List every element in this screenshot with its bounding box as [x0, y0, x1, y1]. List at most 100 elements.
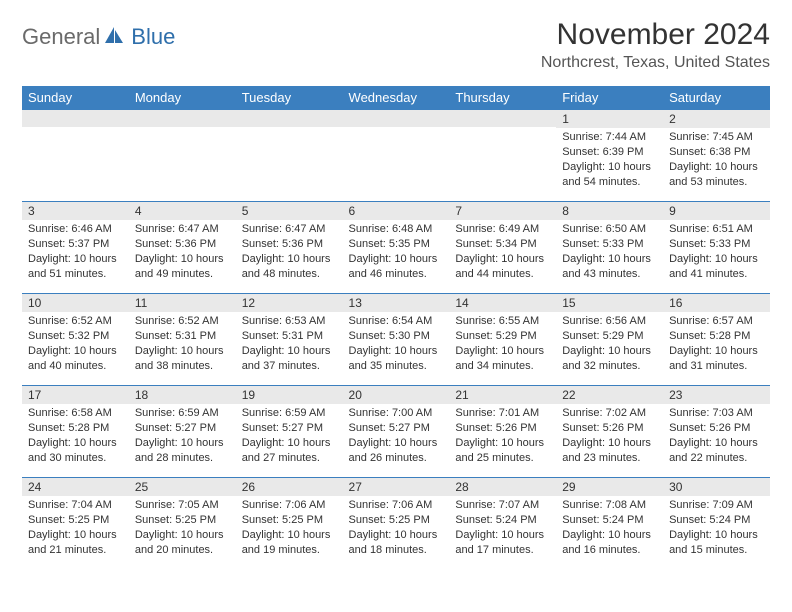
calendar-day-cell: 1Sunrise: 7:44 AMSunset: 6:39 PMDaylight… — [556, 109, 663, 201]
weekday-header-row: SundayMondayTuesdayWednesdayThursdayFrid… — [22, 86, 770, 109]
calendar-day-cell — [129, 109, 236, 201]
day-number: 12 — [236, 293, 343, 312]
calendar-day-cell: 2Sunrise: 7:45 AMSunset: 6:38 PMDaylight… — [663, 109, 770, 201]
calendar-day-cell: 4Sunrise: 6:47 AMSunset: 5:36 PMDaylight… — [129, 201, 236, 293]
day-number: 19 — [236, 385, 343, 404]
day-number: 15 — [556, 293, 663, 312]
day-info: Sunrise: 7:45 AMSunset: 6:38 PMDaylight:… — [663, 128, 770, 193]
calendar-day-cell — [343, 109, 450, 201]
day-number: 8 — [556, 201, 663, 220]
day-info: Sunrise: 6:56 AMSunset: 5:29 PMDaylight:… — [556, 312, 663, 377]
calendar-day-cell: 8Sunrise: 6:50 AMSunset: 5:33 PMDaylight… — [556, 201, 663, 293]
brand-part2: Blue — [131, 24, 175, 50]
day-number: 28 — [449, 477, 556, 496]
day-number: 1 — [556, 109, 663, 128]
day-number: 21 — [449, 385, 556, 404]
day-number: 7 — [449, 201, 556, 220]
calendar-day-cell: 23Sunrise: 7:03 AMSunset: 5:26 PMDayligh… — [663, 385, 770, 477]
empty-day-header — [236, 109, 343, 127]
calendar-week-row: 3Sunrise: 6:46 AMSunset: 5:37 PMDaylight… — [22, 201, 770, 293]
day-number: 14 — [449, 293, 556, 312]
calendar-day-cell — [449, 109, 556, 201]
calendar-day-cell: 24Sunrise: 7:04 AMSunset: 5:25 PMDayligh… — [22, 477, 129, 569]
calendar-day-cell — [236, 109, 343, 201]
day-info: Sunrise: 6:51 AMSunset: 5:33 PMDaylight:… — [663, 220, 770, 285]
calendar-day-cell: 7Sunrise: 6:49 AMSunset: 5:34 PMDaylight… — [449, 201, 556, 293]
calendar-day-cell: 5Sunrise: 6:47 AMSunset: 5:36 PMDaylight… — [236, 201, 343, 293]
day-info: Sunrise: 6:54 AMSunset: 5:30 PMDaylight:… — [343, 312, 450, 377]
day-info: Sunrise: 7:05 AMSunset: 5:25 PMDaylight:… — [129, 496, 236, 561]
day-info: Sunrise: 7:04 AMSunset: 5:25 PMDaylight:… — [22, 496, 129, 561]
day-number: 6 — [343, 201, 450, 220]
calendar-day-cell: 17Sunrise: 6:58 AMSunset: 5:28 PMDayligh… — [22, 385, 129, 477]
calendar-week-row: 1Sunrise: 7:44 AMSunset: 6:39 PMDaylight… — [22, 109, 770, 201]
empty-day-header — [343, 109, 450, 127]
day-number: 13 — [343, 293, 450, 312]
calendar-day-cell: 27Sunrise: 7:06 AMSunset: 5:25 PMDayligh… — [343, 477, 450, 569]
day-info: Sunrise: 6:52 AMSunset: 5:31 PMDaylight:… — [129, 312, 236, 377]
calendar-day-cell: 10Sunrise: 6:52 AMSunset: 5:32 PMDayligh… — [22, 293, 129, 385]
weekday-header: Monday — [129, 86, 236, 109]
calendar-day-cell: 29Sunrise: 7:08 AMSunset: 5:24 PMDayligh… — [556, 477, 663, 569]
calendar-day-cell: 19Sunrise: 6:59 AMSunset: 5:27 PMDayligh… — [236, 385, 343, 477]
day-number: 9 — [663, 201, 770, 220]
calendar-day-cell: 21Sunrise: 7:01 AMSunset: 5:26 PMDayligh… — [449, 385, 556, 477]
day-info: Sunrise: 7:01 AMSunset: 5:26 PMDaylight:… — [449, 404, 556, 469]
day-number: 3 — [22, 201, 129, 220]
weekday-header: Sunday — [22, 86, 129, 109]
day-number: 4 — [129, 201, 236, 220]
calendar-table: SundayMondayTuesdayWednesdayThursdayFrid… — [22, 86, 770, 569]
calendar-week-row: 17Sunrise: 6:58 AMSunset: 5:28 PMDayligh… — [22, 385, 770, 477]
day-number: 17 — [22, 385, 129, 404]
day-number: 18 — [129, 385, 236, 404]
brand-logo: General Blue — [22, 24, 175, 50]
calendar-day-cell: 3Sunrise: 6:46 AMSunset: 5:37 PMDaylight… — [22, 201, 129, 293]
empty-day-header — [129, 109, 236, 127]
day-number: 30 — [663, 477, 770, 496]
weekday-header: Thursday — [449, 86, 556, 109]
title-block: November 2024 Northcrest, Texas, United … — [541, 18, 770, 72]
day-number: 10 — [22, 293, 129, 312]
calendar-day-cell: 20Sunrise: 7:00 AMSunset: 5:27 PMDayligh… — [343, 385, 450, 477]
day-number: 24 — [22, 477, 129, 496]
page-title: November 2024 — [541, 18, 770, 52]
day-info: Sunrise: 7:03 AMSunset: 5:26 PMDaylight:… — [663, 404, 770, 469]
day-info: Sunrise: 6:58 AMSunset: 5:28 PMDaylight:… — [22, 404, 129, 469]
day-info: Sunrise: 6:52 AMSunset: 5:32 PMDaylight:… — [22, 312, 129, 377]
day-info: Sunrise: 6:46 AMSunset: 5:37 PMDaylight:… — [22, 220, 129, 285]
day-info: Sunrise: 6:57 AMSunset: 5:28 PMDaylight:… — [663, 312, 770, 377]
weekday-header: Wednesday — [343, 86, 450, 109]
calendar-day-cell: 14Sunrise: 6:55 AMSunset: 5:29 PMDayligh… — [449, 293, 556, 385]
day-info: Sunrise: 7:00 AMSunset: 5:27 PMDaylight:… — [343, 404, 450, 469]
day-info: Sunrise: 7:44 AMSunset: 6:39 PMDaylight:… — [556, 128, 663, 193]
day-info: Sunrise: 7:02 AMSunset: 5:26 PMDaylight:… — [556, 404, 663, 469]
weekday-header: Friday — [556, 86, 663, 109]
day-number: 26 — [236, 477, 343, 496]
header: General Blue November 2024 Northcrest, T… — [22, 18, 770, 72]
day-info: Sunrise: 6:48 AMSunset: 5:35 PMDaylight:… — [343, 220, 450, 285]
weekday-header: Tuesday — [236, 86, 343, 109]
day-info: Sunrise: 6:50 AMSunset: 5:33 PMDaylight:… — [556, 220, 663, 285]
calendar-day-cell: 12Sunrise: 6:53 AMSunset: 5:31 PMDayligh… — [236, 293, 343, 385]
day-info: Sunrise: 6:59 AMSunset: 5:27 PMDaylight:… — [236, 404, 343, 469]
calendar-day-cell — [22, 109, 129, 201]
day-info: Sunrise: 6:49 AMSunset: 5:34 PMDaylight:… — [449, 220, 556, 285]
calendar-body: 1Sunrise: 7:44 AMSunset: 6:39 PMDaylight… — [22, 109, 770, 569]
sail-icon — [103, 25, 125, 50]
calendar-day-cell: 26Sunrise: 7:06 AMSunset: 5:25 PMDayligh… — [236, 477, 343, 569]
day-info: Sunrise: 7:06 AMSunset: 5:25 PMDaylight:… — [343, 496, 450, 561]
calendar-day-cell: 16Sunrise: 6:57 AMSunset: 5:28 PMDayligh… — [663, 293, 770, 385]
calendar-day-cell: 25Sunrise: 7:05 AMSunset: 5:25 PMDayligh… — [129, 477, 236, 569]
empty-day-header — [449, 109, 556, 127]
day-info: Sunrise: 7:06 AMSunset: 5:25 PMDaylight:… — [236, 496, 343, 561]
day-number: 23 — [663, 385, 770, 404]
empty-day-header — [22, 109, 129, 127]
calendar-day-cell: 28Sunrise: 7:07 AMSunset: 5:24 PMDayligh… — [449, 477, 556, 569]
day-number: 25 — [129, 477, 236, 496]
day-info: Sunrise: 6:47 AMSunset: 5:36 PMDaylight:… — [236, 220, 343, 285]
page-subtitle: Northcrest, Texas, United States — [541, 54, 770, 72]
calendar-day-cell: 15Sunrise: 6:56 AMSunset: 5:29 PMDayligh… — [556, 293, 663, 385]
calendar-day-cell: 22Sunrise: 7:02 AMSunset: 5:26 PMDayligh… — [556, 385, 663, 477]
day-number: 22 — [556, 385, 663, 404]
day-info: Sunrise: 7:07 AMSunset: 5:24 PMDaylight:… — [449, 496, 556, 561]
